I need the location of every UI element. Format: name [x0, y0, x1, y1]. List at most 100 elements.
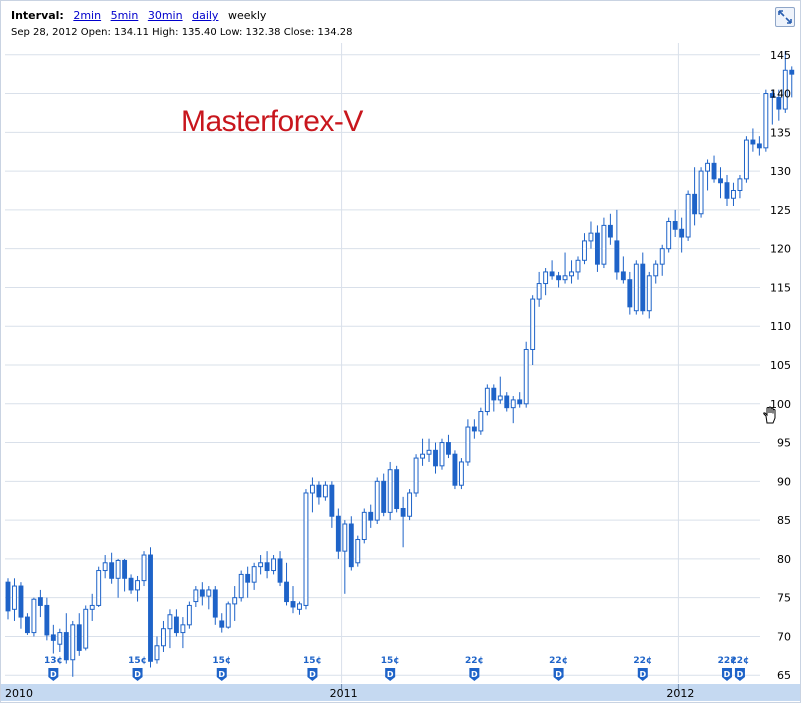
- candle-body: [718, 178, 723, 184]
- watermark-logo: Masterforex-V: [181, 105, 363, 138]
- candle-body: [271, 558, 277, 572]
- candles: [5, 50, 795, 677]
- candle-body: [504, 395, 510, 409]
- candle-body: [452, 453, 458, 486]
- candle-body: [439, 442, 445, 467]
- candle-body: [322, 484, 328, 498]
- candle-body: [433, 449, 438, 467]
- dividend-marker-icon: [553, 668, 564, 681]
- dividend-marker-icon: [132, 668, 143, 681]
- y-tick-label: 130: [770, 165, 791, 178]
- candle-body: [24, 616, 30, 634]
- dividend-marker: 22¢ D: [633, 656, 652, 681]
- candle-body: [646, 275, 652, 312]
- candle-body: [523, 348, 529, 405]
- candle-body: [776, 96, 782, 110]
- candle-body: [355, 539, 361, 564]
- y-tick-label: 100: [770, 398, 791, 411]
- interval-5min-link[interactable]: 5min: [110, 9, 139, 22]
- candle-body: [724, 182, 730, 199]
- candle-body: [180, 624, 186, 634]
- candle-body: [368, 511, 374, 521]
- x-axis: 2010 2011 2012: [1, 684, 800, 701]
- candle-body: [614, 240, 620, 273]
- dividend-marker: 15¢ D: [128, 656, 147, 681]
- candle-body: [575, 259, 581, 273]
- x-tick-label: 2012: [666, 687, 694, 700]
- candle-body: [264, 562, 270, 572]
- candle-body: [698, 170, 704, 215]
- x-tick-label: 2010: [5, 687, 33, 700]
- dividend-marker-icon: [307, 668, 318, 681]
- candle-body: [685, 193, 691, 238]
- candle-body: [245, 573, 251, 583]
- candle-body: [251, 566, 257, 583]
- y-tick-label: 65: [777, 669, 791, 682]
- dividend-label: 15¢: [303, 656, 322, 666]
- y-tick-label: 85: [777, 514, 791, 527]
- dividend-d-letter: D: [134, 670, 141, 679]
- candle-body: [206, 589, 212, 597]
- expand-button[interactable]: [775, 7, 795, 27]
- x-tick-label: 2011: [330, 687, 358, 700]
- interval-2min-link[interactable]: 2min: [73, 9, 102, 22]
- candle-body: [277, 558, 283, 583]
- dividend-marker-icon: [385, 668, 396, 681]
- candle-body: [458, 461, 464, 486]
- dividend-marker: 22¢ D: [549, 656, 568, 681]
- candle-body: [57, 632, 63, 645]
- candle-body: [232, 597, 238, 605]
- hand-cursor-icon: [763, 406, 776, 424]
- candle-body: [484, 387, 490, 413]
- candle-body: [316, 484, 322, 498]
- candle-body: [471, 426, 477, 432]
- y-tick-label: 90: [777, 475, 791, 488]
- dividend-marker-icon: [469, 668, 480, 681]
- dividend-d-letter: D: [309, 670, 316, 679]
- candle-body: [407, 492, 413, 517]
- candle-body: [497, 395, 503, 401]
- candle-body: [569, 271, 574, 277]
- candle-body: [18, 585, 24, 618]
- candle-body: [348, 523, 354, 568]
- candle-body: [50, 634, 56, 641]
- dividend-marker-icon: [216, 668, 227, 681]
- candle-body: [763, 93, 769, 149]
- dividend-markers: 13¢D15¢D15¢D15¢D15¢D22¢D22¢D22¢D22¢D22¢D: [44, 656, 749, 681]
- candle-body: [309, 484, 315, 494]
- candle-body: [737, 178, 743, 191]
- candle-body: [37, 597, 43, 606]
- dividend-marker: 15¢ D: [381, 656, 400, 681]
- dividend-label: 22¢: [465, 656, 484, 666]
- candle-body: [543, 271, 549, 285]
- candle-body: [115, 559, 121, 579]
- candle-body: [640, 263, 646, 312]
- y-tick-label: 125: [770, 204, 791, 217]
- candle-body: [335, 515, 341, 552]
- candle-body: [679, 228, 685, 238]
- candle-body: [212, 589, 218, 618]
- interval-daily-link[interactable]: daily: [192, 9, 219, 22]
- interval-current: weekly: [227, 9, 267, 22]
- candle-body: [297, 603, 302, 610]
- y-tick-label: 105: [770, 359, 791, 372]
- y-tick-label: 80: [777, 553, 791, 566]
- candle-body: [446, 442, 451, 455]
- candle-body: [750, 139, 756, 145]
- candle-body: [394, 469, 400, 509]
- candle-body: [530, 298, 536, 350]
- candle-body: [769, 93, 775, 98]
- candle-body: [63, 632, 69, 661]
- candle-body: [122, 559, 128, 579]
- dividend-label: 22¢: [633, 656, 652, 666]
- candle-body: [89, 604, 95, 610]
- dividend-label: 22¢: [718, 656, 737, 666]
- dividend-marker: 22¢ D: [465, 656, 484, 681]
- dividend-d-letter: D: [218, 670, 225, 679]
- candle-body: [510, 399, 516, 409]
- candle-body: [705, 162, 710, 172]
- dividend-marker: 22¢ D: [718, 656, 737, 681]
- interval-30min-link[interactable]: 30min: [147, 9, 183, 22]
- candle-body: [225, 603, 231, 628]
